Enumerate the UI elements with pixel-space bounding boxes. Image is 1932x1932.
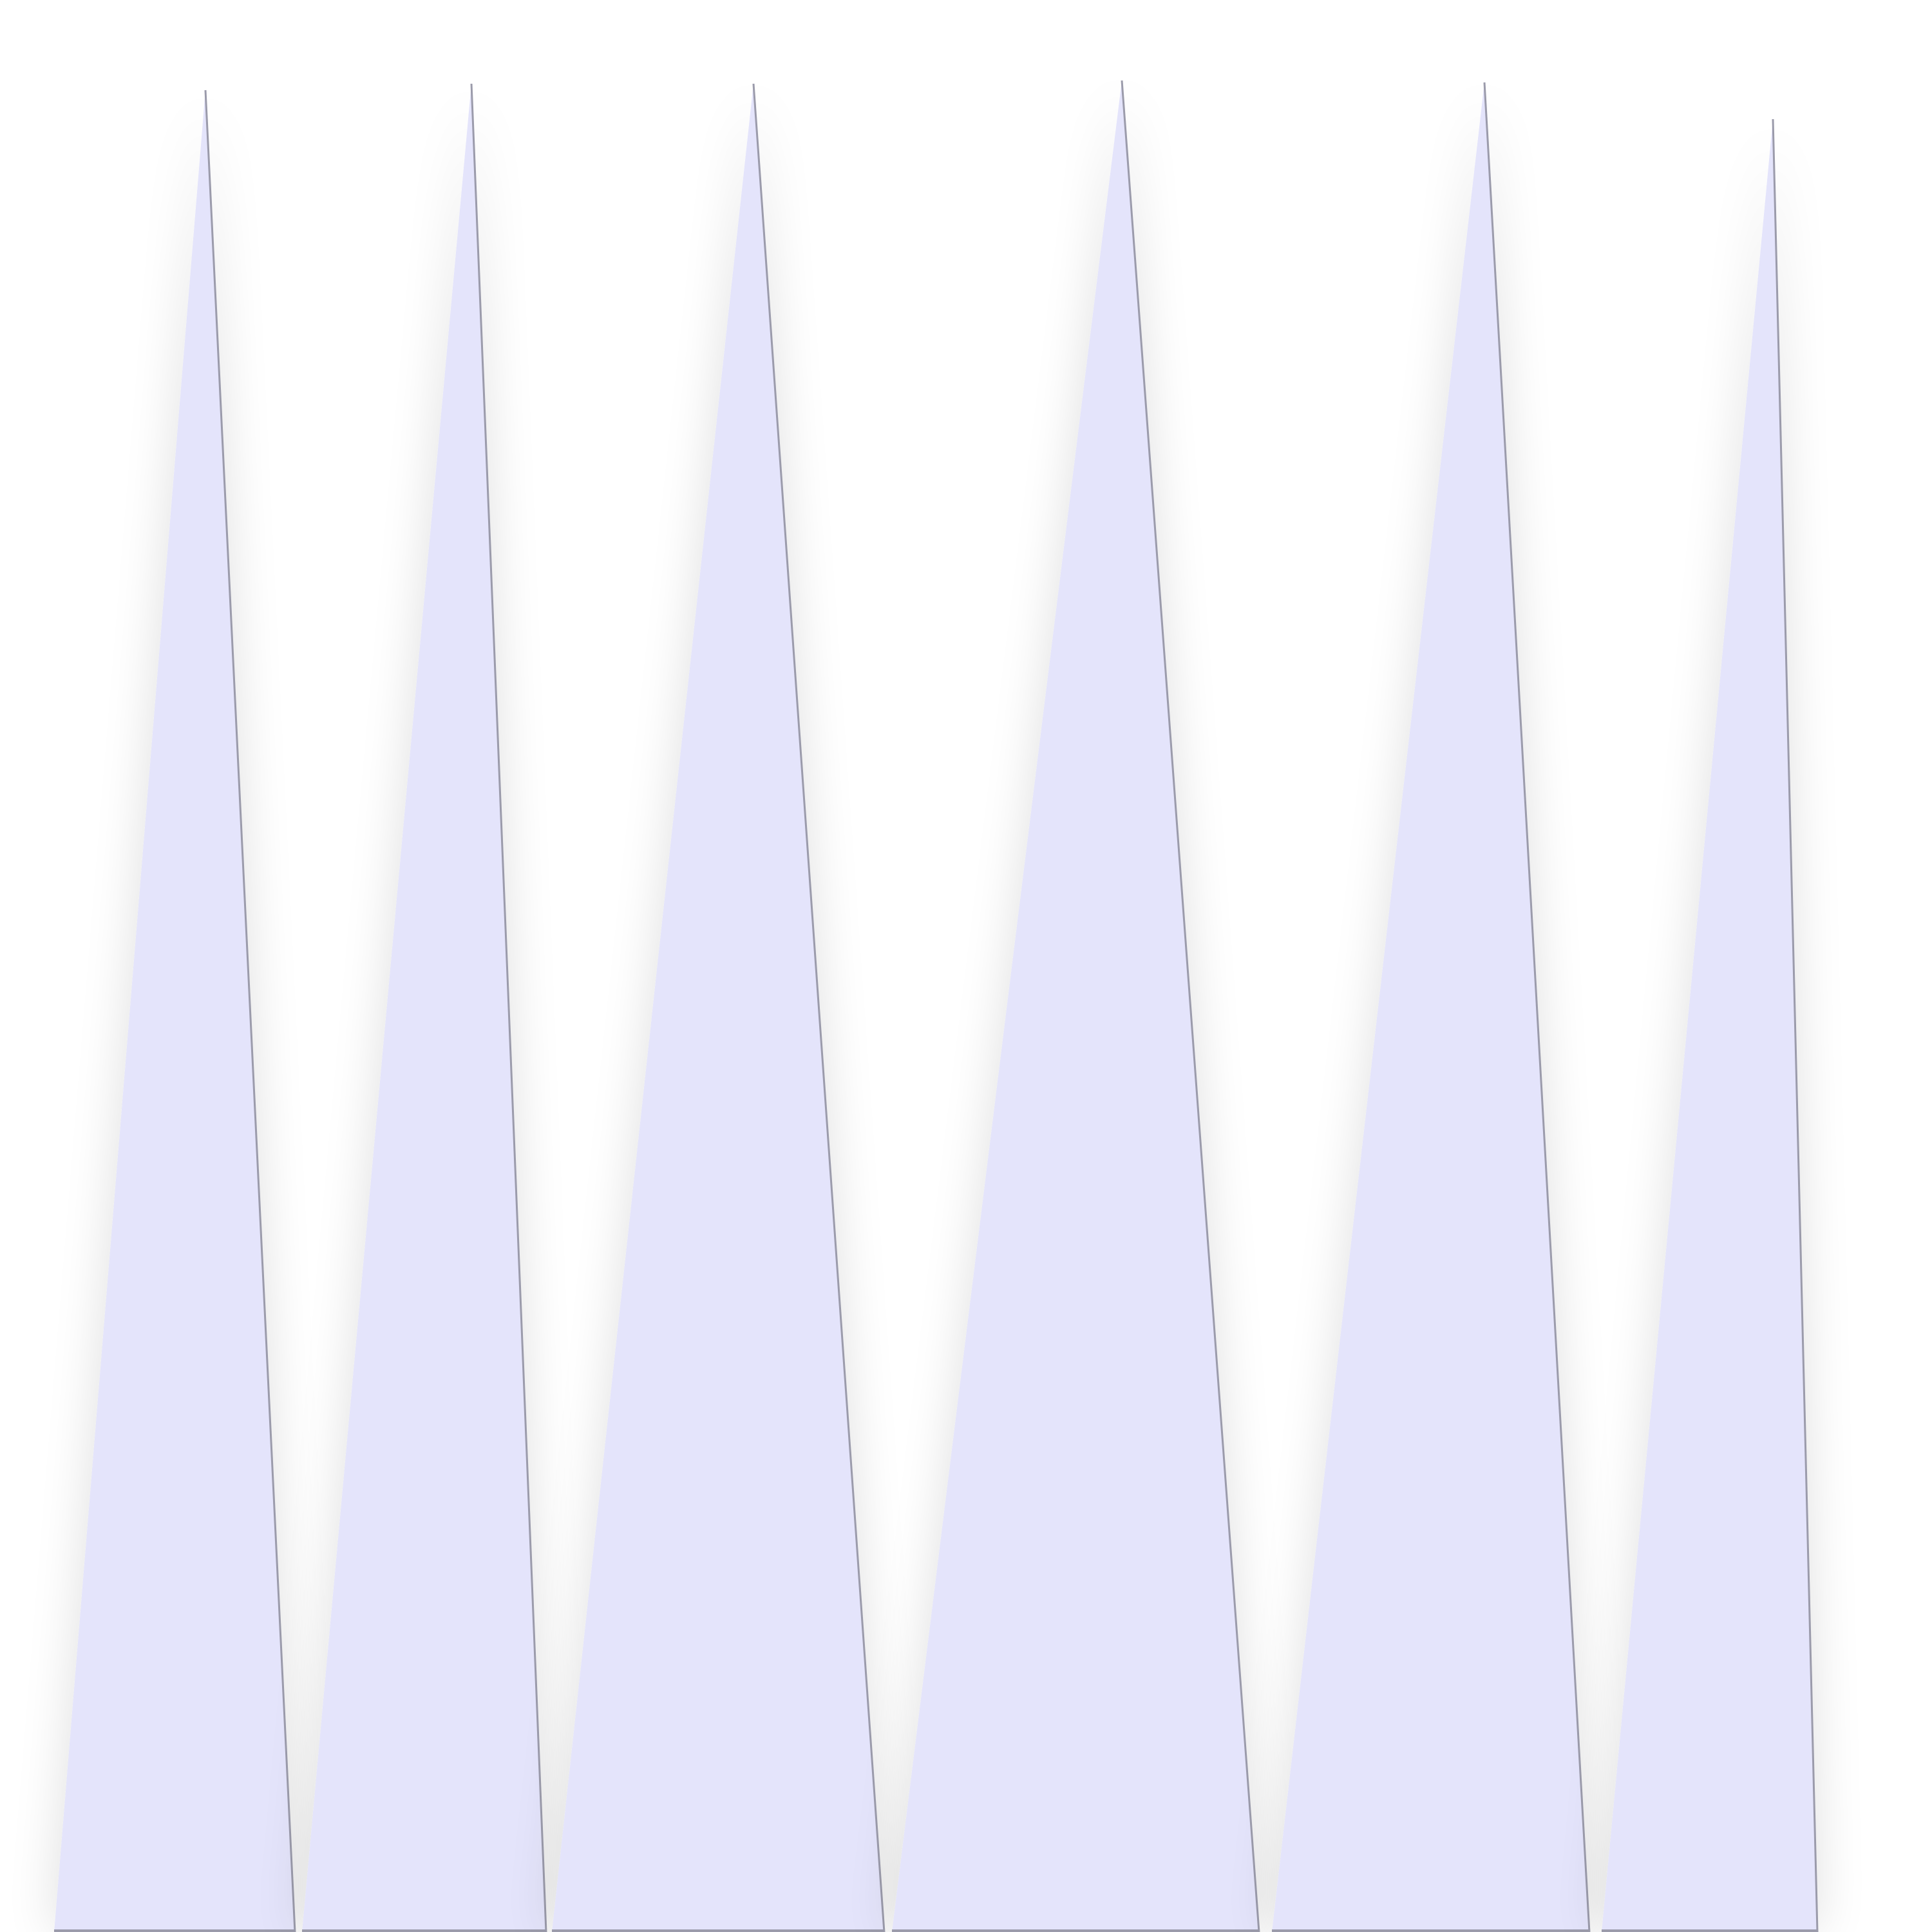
triangle-edge bbox=[1121, 80, 1260, 1932]
triangle-edge bbox=[752, 83, 886, 1932]
triangle-fill bbox=[1602, 119, 1817, 1932]
triangle-fill bbox=[552, 84, 884, 1932]
triangle-6 bbox=[1602, 118, 1819, 1932]
triangle-edge bbox=[470, 83, 547, 1932]
triangle-1 bbox=[54, 90, 296, 1932]
triangle-fill bbox=[302, 84, 546, 1932]
triangles-group bbox=[54, 80, 1819, 1932]
triangle-fill bbox=[54, 90, 295, 1932]
triangle-5 bbox=[1272, 82, 1591, 1932]
triangle-2 bbox=[302, 83, 547, 1932]
triangle-fill bbox=[892, 80, 1259, 1932]
triangle-3 bbox=[552, 83, 886, 1932]
triangle-edge bbox=[1772, 118, 1819, 1932]
triangle-edge bbox=[204, 90, 296, 1932]
triangle-edge bbox=[1483, 82, 1591, 1932]
triangle-4 bbox=[892, 80, 1260, 1932]
